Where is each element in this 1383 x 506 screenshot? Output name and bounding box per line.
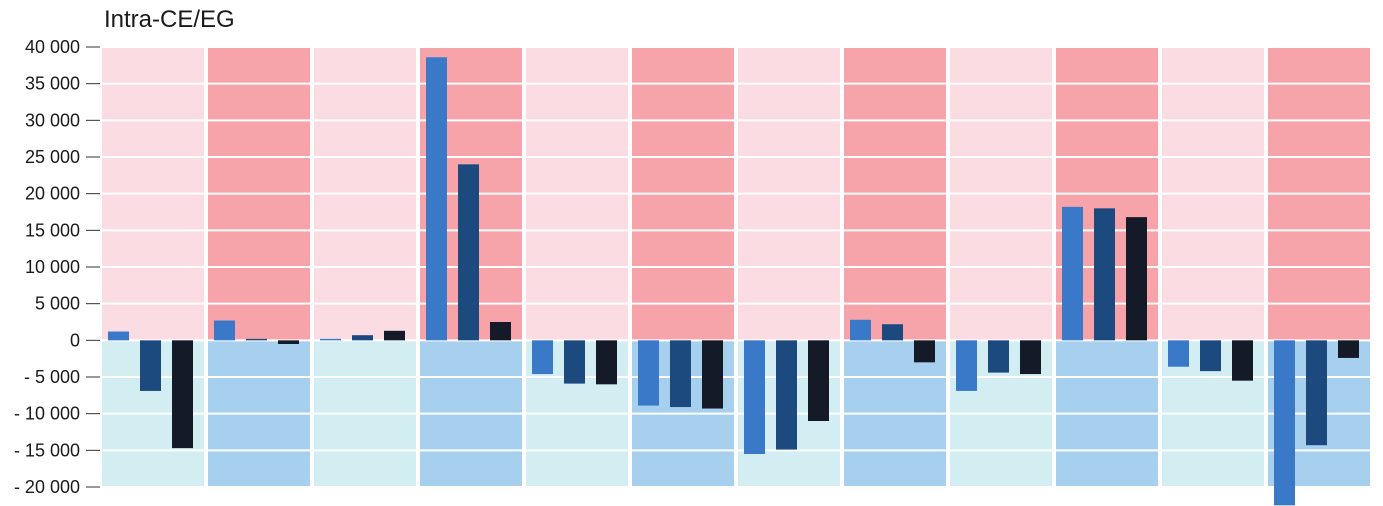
bar-s3-c3	[384, 330, 405, 341]
bar-s3-c8	[914, 340, 935, 363]
bar-s1-c9	[956, 340, 977, 391]
chart-title: Intra-CE/EG	[104, 6, 235, 33]
y-tick-label: - 20 000	[14, 477, 80, 497]
bar-s2-c12	[1306, 340, 1327, 446]
bar-s1-c1	[108, 331, 129, 341]
bar-s2-c7	[776, 340, 797, 450]
bar-s2-c6	[670, 340, 691, 408]
bar-s3-c4	[490, 322, 511, 341]
bar-s1-c5	[532, 340, 553, 375]
bar-s1-c8	[850, 319, 871, 341]
bar-s1-c4	[426, 57, 447, 341]
bar-s3-c10	[1126, 217, 1147, 341]
y-tick-label: 15 000	[25, 220, 80, 240]
y-tick-label: 35 000	[25, 74, 80, 94]
bar-s3-c11	[1232, 340, 1253, 381]
bar-s3-c9	[1020, 340, 1041, 375]
y-tick-label: 20 000	[25, 184, 80, 204]
y-tick-label: 25 000	[25, 147, 80, 167]
bar-s2-c10	[1094, 208, 1115, 341]
y-axis: 40 000 35 000 30 000 25 000 20 000 15 000 10 0…	[14, 37, 100, 497]
y-tick-label: - 5 000	[24, 367, 80, 387]
bar-s3-c12	[1338, 340, 1359, 358]
bar-s2-c8	[882, 324, 903, 341]
bar-s2-c4	[458, 164, 479, 341]
y-tick-label: 30 000	[25, 110, 80, 130]
bar-s2-c11	[1200, 340, 1221, 372]
y-tick-label: 40 000	[25, 37, 80, 57]
y-tick-label: - 15 000	[14, 440, 80, 460]
y-tick-label: 0	[70, 330, 80, 350]
gridlines	[100, 46, 1372, 488]
y-tick-label: 5 000	[35, 294, 80, 314]
bar-s1-c12	[1274, 340, 1295, 506]
bar-s3-c1	[172, 340, 193, 449]
bar-s3-c5	[596, 340, 617, 385]
bar-s2-c3	[352, 335, 373, 341]
y-tick-label: - 10 000	[14, 404, 80, 424]
y-tick-label: 10 000	[25, 257, 80, 277]
bar-s1-c2	[214, 320, 235, 341]
bars	[108, 57, 1359, 506]
bar-s1-c3	[320, 338, 341, 341]
bar-s2-c9	[988, 340, 1009, 373]
bar-s1-c10	[1062, 206, 1083, 341]
bar-s3-c2	[278, 340, 299, 344]
bar-s3-c7	[808, 340, 829, 421]
bar-s3-c6	[702, 340, 723, 409]
bar-s1-c6	[638, 340, 659, 406]
bar-s1-c11	[1168, 340, 1189, 367]
bar-s2-c1	[140, 340, 161, 391]
bar-s2-c5	[564, 340, 585, 384]
bar-s1-c7	[744, 340, 765, 454]
bar-s2-c2	[246, 338, 267, 341]
